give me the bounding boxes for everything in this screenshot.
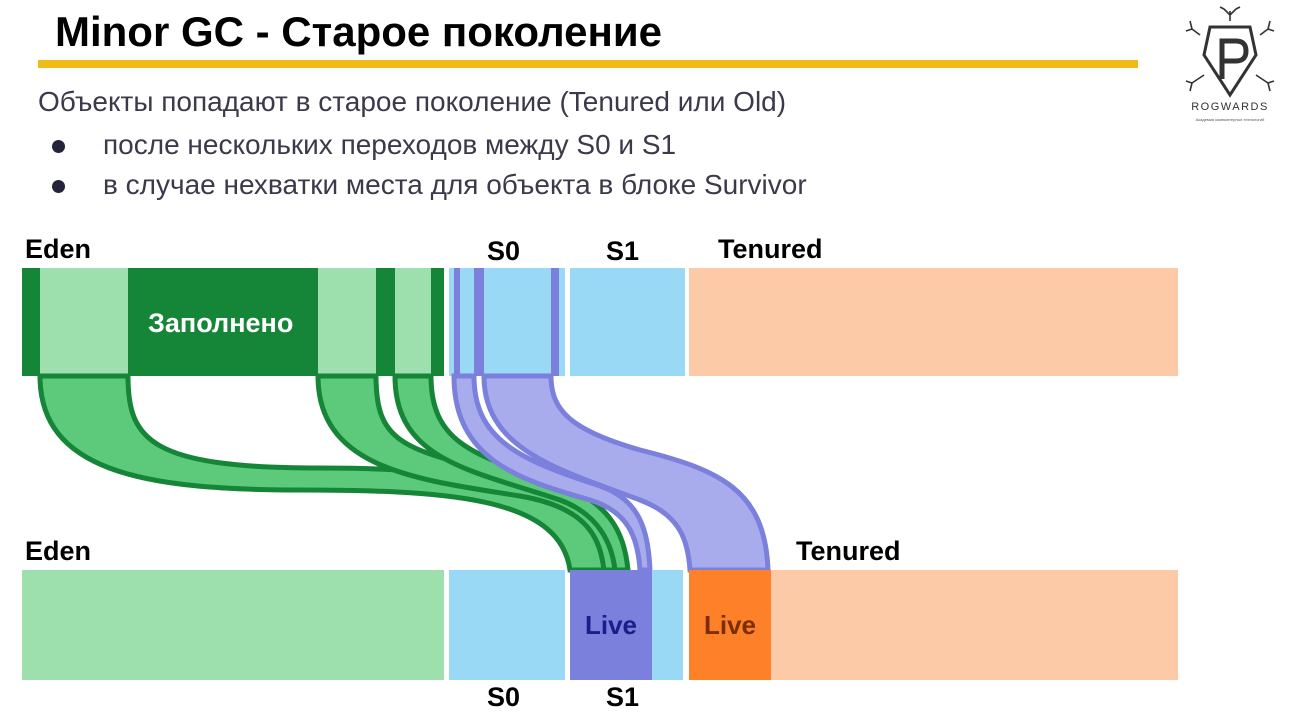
- slide-title: Minor GC - Старое поколение: [55, 8, 663, 55]
- before-eden-label: Eden: [25, 234, 91, 264]
- before-s0-label: S0: [487, 236, 520, 266]
- bullet-dot-icon: [52, 140, 65, 153]
- bullet-text: после нескольких переходов между S0 и S1: [103, 129, 677, 160]
- rogwards-logo: ROGWARDS Академия компьютерных технологи…: [1185, 6, 1275, 122]
- after-tenured-label: Tenured: [796, 536, 901, 566]
- s1-live-block: [570, 570, 652, 680]
- s0-object: [551, 268, 559, 376]
- logo-tagline: Академия компьютерных технологий: [1196, 117, 1265, 122]
- before-tenured-label: Tenured: [718, 234, 823, 264]
- eden-light-object: [318, 268, 376, 376]
- eden-light-object: [395, 268, 431, 376]
- bullet-text: в случае нехватки места для объекта в бл…: [103, 169, 807, 200]
- bullet-item: после нескольких переходов между S0 и S1: [40, 128, 807, 168]
- after-s1-label: S1: [606, 682, 639, 712]
- bullet-dot-icon: [52, 180, 65, 193]
- before-row: Eden S0 S1 Tenured Заполнено: [22, 234, 1178, 376]
- s0-to-tenured-flow: [481, 373, 771, 573]
- intro-text: Объекты попадают в старое поколение (Ten…: [38, 86, 787, 117]
- eden-full-text: Заполнено: [148, 308, 293, 338]
- rogwards-p-shield-logo-icon: [1185, 6, 1275, 98]
- before-s1-block: [570, 268, 685, 376]
- s0-object: [474, 268, 484, 376]
- logo-text: ROGWARDS: [1191, 101, 1269, 113]
- after-row: Eden Tenured S0 S1 Live Live: [22, 536, 1178, 712]
- before-s1-label: S1: [606, 236, 639, 266]
- tenured-live-text: Live: [704, 610, 756, 640]
- tenured-live-block: [689, 570, 771, 680]
- after-eden-block: [22, 570, 444, 680]
- before-s0-block: [449, 268, 565, 376]
- after-s0-label: S0: [487, 682, 520, 712]
- before-tenured-block: [689, 268, 1178, 376]
- s0-object: [454, 268, 460, 376]
- object-flows: [37, 373, 771, 573]
- after-s0-block: [449, 570, 565, 680]
- s1-live-text: Live: [585, 610, 637, 640]
- after-eden-label: Eden: [25, 536, 91, 566]
- eden-light-object: [40, 268, 128, 376]
- bullet-item: в случае нехватки места для объекта в бл…: [40, 168, 807, 208]
- title-underline: [38, 60, 1138, 68]
- bullet-list: после нескольких переходов между S0 и S1…: [40, 128, 807, 208]
